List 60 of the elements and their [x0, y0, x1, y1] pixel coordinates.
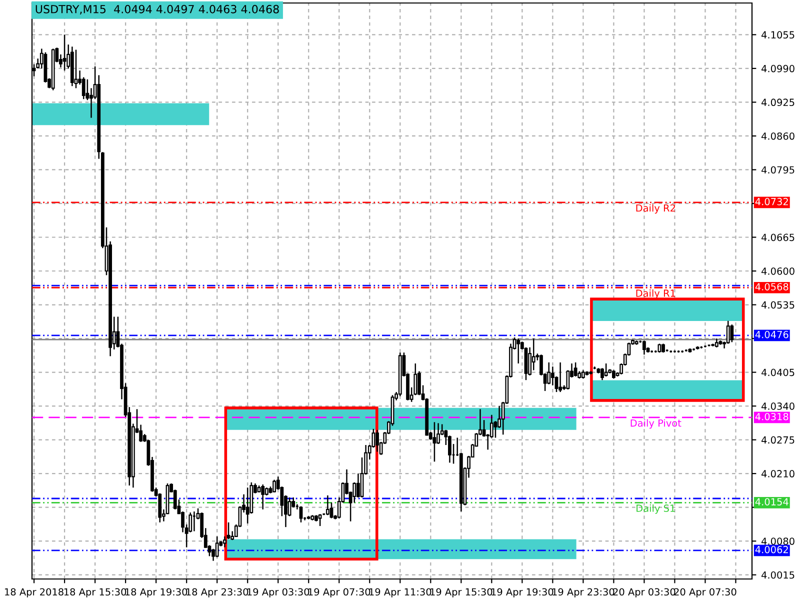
candlestick [272, 479, 276, 493]
x-tick-label: 20 Apr 03:30 [613, 588, 676, 598]
candlestick [558, 362, 562, 393]
ref-line-label: 4.0318 [755, 412, 788, 420]
x-tick-label: 19 Apr 19:30 [492, 588, 554, 598]
x-tick-label: 19 Apr 07:30 [308, 588, 370, 598]
candlestick [215, 536, 219, 558]
candlestick [318, 513, 322, 527]
annotation: Daily R2 [636, 204, 675, 214]
x-tick-label: 19 Apr 03:30 [247, 588, 310, 598]
y-tick-label: 4.0015 [762, 571, 794, 579]
ref-line-label: 4.0062 [755, 546, 788, 554]
y-tick-label: 4.0210 [762, 470, 794, 478]
y-tick-label: 4.0925 [762, 98, 794, 106]
y-tick-label: 4.0795 [762, 166, 794, 174]
ref-line-label: 4.0568 [755, 283, 788, 290]
x-tick-label: 18 Apr 15:30 [64, 588, 126, 598]
x-tick-label: 20 Apr 07:30 [674, 588, 736, 598]
candlestick [352, 482, 356, 504]
y-tick-label: 4.0275 [762, 436, 794, 444]
x-tick-label: 19 Apr 23:30 [552, 588, 614, 598]
annotation: Daily R1 [636, 289, 676, 299]
candlestick [261, 484, 265, 510]
candlestick [62, 34, 66, 72]
candlestick [356, 472, 360, 498]
annotation: Daily S1 [636, 504, 675, 514]
candlestick [604, 362, 608, 378]
candlestick [726, 320, 730, 344]
y-tick-label: 4.1055 [762, 31, 794, 39]
candlestick [516, 338, 520, 364]
annotation: Daily Pivot [630, 419, 682, 429]
y-tick-label: 4.0600 [762, 267, 794, 275]
y-tick-label: 4.0340 [762, 402, 794, 410]
candlestick [74, 49, 78, 89]
candlestick [376, 429, 379, 452]
candlestick [642, 340, 646, 356]
y-tick-label: 4.0080 [762, 538, 794, 545]
x-tick-label: 18 Apr 19:30 [125, 588, 188, 598]
candlestick [223, 536, 226, 548]
y-tick-label: 4.0990 [762, 64, 794, 72]
y-tick-label: 4.0665 [762, 234, 794, 242]
candlestick [432, 422, 436, 462]
candlestick [246, 486, 250, 524]
ref-line-label: 4.0154 [755, 498, 788, 506]
candlestick [299, 506, 303, 524]
x-tick-label: 19 Apr 15:30 [430, 588, 492, 598]
candlestick [730, 324, 734, 343]
candlestick [574, 362, 578, 378]
y-tick-label: 4.0405 [762, 368, 794, 376]
chart-title: USDTRY,M15 4.0494 4.0497 4.0463 4.0468 [36, 4, 279, 14]
candlestick [326, 494, 330, 516]
x-tick-label: 18 Apr 2018 [5, 588, 64, 598]
y-tick-label: 4.0860 [762, 132, 794, 140]
x-tick-label: 18 Apr 23:30 [186, 588, 248, 598]
candlestick [600, 368, 604, 381]
x-tick-label: 19 Apr 11:30 [370, 588, 432, 598]
ref-line-label: 4.0732 [755, 198, 788, 206]
ref-line-label: 4.0476 [755, 330, 788, 338]
y-tick-label: 4.0535 [762, 301, 794, 309]
candlestick [532, 338, 536, 371]
